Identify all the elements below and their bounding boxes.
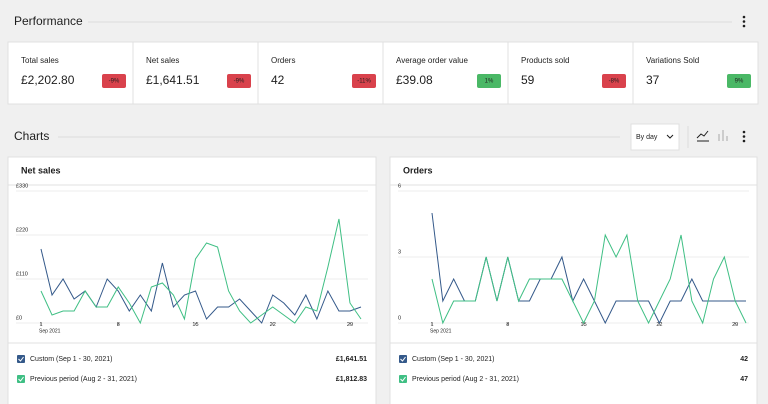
- x-tick-label: 22: [270, 322, 276, 328]
- legend-checkbox[interactable]: [17, 375, 25, 383]
- y-tick-label: £110: [16, 271, 28, 277]
- menu-button[interactable]: [743, 131, 746, 143]
- x-tick-label: 29: [347, 322, 353, 328]
- card-label: Total sales: [21, 56, 59, 65]
- delta-text: 1%: [485, 79, 494, 85]
- x-tick-label: 29: [732, 322, 738, 328]
- card-label: Average order value: [396, 56, 468, 65]
- x-sublabel: Sep 2021: [430, 328, 452, 334]
- legend-total: 42: [740, 356, 748, 363]
- section-title: Charts: [14, 129, 49, 143]
- legend-label: Previous period (Aug 2 - 31, 2021): [30, 376, 137, 383]
- interval-label: By day: [636, 134, 658, 141]
- y-tick-label: £330: [16, 183, 28, 189]
- delta-text: -11%: [357, 79, 371, 85]
- y-tick-label: 6: [398, 183, 401, 189]
- x-tick-label: 8: [506, 322, 509, 328]
- chart-title: Orders: [403, 165, 433, 175]
- x-tick-label: 15: [192, 322, 198, 328]
- delta-text: 9%: [735, 79, 744, 85]
- chart-panel: [390, 157, 757, 404]
- delta-text: -8%: [609, 79, 620, 85]
- legend-checkbox[interactable]: [399, 355, 407, 363]
- x-sublabel: Sep 2021: [39, 328, 61, 334]
- legend-total: £1,812.83: [336, 376, 367, 383]
- legend-checkbox[interactable]: [17, 355, 25, 363]
- y-tick-label: £0: [16, 315, 22, 321]
- y-tick-label: £220: [16, 227, 28, 233]
- delta-text: -9%: [109, 79, 120, 85]
- legend-checkbox[interactable]: [399, 375, 407, 383]
- delta-text: -9%: [234, 79, 245, 85]
- card-value: £1,641.51: [146, 73, 200, 87]
- x-tick-label: 1: [430, 322, 433, 328]
- card-value: 59: [521, 73, 535, 87]
- legend-total: £1,641.51: [336, 356, 367, 363]
- y-tick-label: 3: [398, 249, 401, 255]
- x-tick-label: 8: [117, 322, 120, 328]
- card-value: 37: [646, 73, 660, 87]
- card-value: 42: [271, 73, 285, 87]
- chart-title: Net sales: [21, 165, 61, 175]
- card-value: £39.08: [396, 73, 433, 87]
- section-title: Performance: [14, 14, 83, 28]
- legend-total: 47: [740, 376, 748, 383]
- card-value: £2,202.80: [21, 73, 75, 87]
- menu-button[interactable]: [743, 16, 746, 28]
- legend-label: Custom (Sep 1 - 30, 2021): [30, 356, 113, 363]
- card-label: Products sold: [521, 56, 569, 65]
- x-tick-label: 1: [39, 322, 42, 328]
- legend-label: Custom (Sep 1 - 30, 2021): [412, 356, 495, 363]
- legend-label: Previous period (Aug 2 - 31, 2021): [412, 376, 519, 383]
- card-label: Orders: [271, 56, 295, 65]
- y-tick-label: 0: [398, 315, 401, 321]
- card-label: Variations Sold: [646, 56, 699, 65]
- card-label: Net sales: [146, 56, 179, 65]
